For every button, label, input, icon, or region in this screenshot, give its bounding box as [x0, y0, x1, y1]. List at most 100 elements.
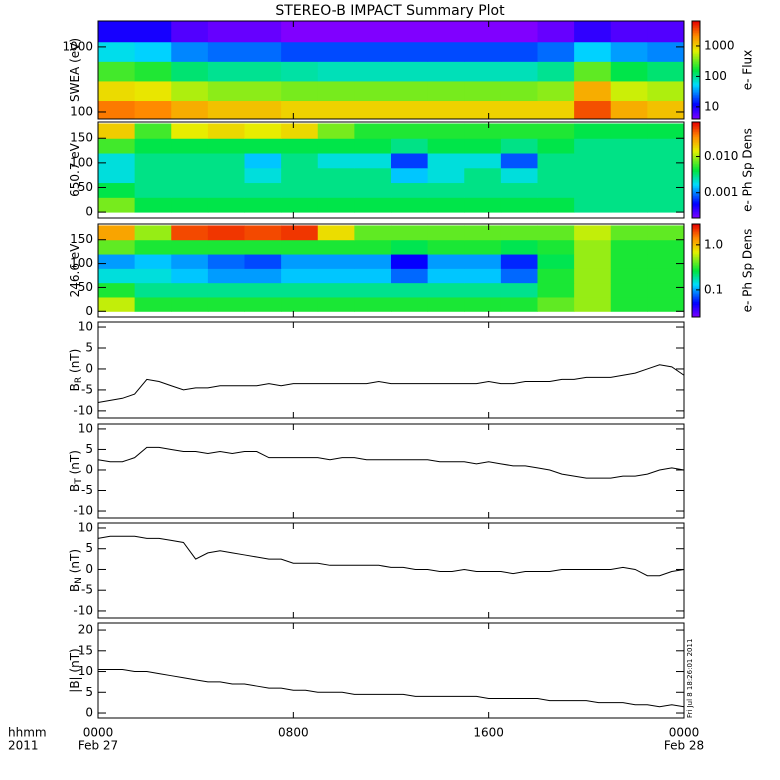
- y-tick-label: 5: [85, 541, 93, 555]
- colorbar-swatch: [692, 272, 700, 274]
- colorbar-swatch: [692, 307, 700, 310]
- heatmap-cell: [537, 254, 575, 269]
- colorbar-swatch: [692, 150, 700, 153]
- colorbar-swatch: [692, 53, 700, 56]
- y-tick-label: 1000: [62, 39, 93, 53]
- heatmap-cell: [610, 153, 648, 169]
- heatmap-cell: [500, 239, 538, 255]
- colorbar-swatch: [692, 284, 700, 287]
- colorbar-swatch: [692, 278, 700, 281]
- heatmap-cell: [464, 153, 502, 169]
- colorbar-swatch: [692, 21, 700, 24]
- heatmap-cell: [171, 296, 209, 312]
- heatmap-cell: [281, 153, 319, 169]
- colorbar-swatch: [692, 301, 700, 304]
- colorbar-swatch: [692, 115, 700, 118]
- heatmap-cell: [317, 225, 355, 241]
- x-tick-label: 0000: [83, 726, 114, 740]
- y-tick-label: 0: [85, 205, 93, 219]
- colorbar-swatch: [692, 190, 700, 193]
- heatmap-cell: [647, 254, 684, 269]
- heatmap-cell: [537, 153, 575, 169]
- heatmap-cell: [317, 153, 355, 169]
- heatmap-cell: [317, 282, 355, 298]
- y-axis-label: BN (nT): [68, 549, 84, 592]
- y-tick-label: 5: [85, 685, 93, 699]
- heatmap-cell: [427, 268, 465, 284]
- y-tick-label: 20: [78, 623, 93, 637]
- heatmap-cell: [610, 197, 648, 213]
- colorbar-swatch: [692, 205, 700, 208]
- heatmap-cell: [207, 167, 245, 184]
- heatmap-cell: [610, 167, 648, 184]
- heatmap-cell: [207, 61, 245, 82]
- heatmap-cell: [244, 182, 282, 198]
- colorbar-swatch: [692, 110, 700, 113]
- heatmap-cell: [134, 225, 172, 241]
- heatmap-cell: [98, 138, 136, 154]
- colorbar-swatch: [692, 66, 700, 69]
- heatmap-cell: [427, 100, 465, 120]
- heatmap-cell: [427, 239, 465, 255]
- colorbar-swatch: [692, 37, 700, 40]
- heatmap-cell: [464, 296, 502, 312]
- heatmap-cell: [537, 41, 575, 62]
- colorbar-swatch: [692, 255, 700, 257]
- colorbar-tick-label: 100: [704, 69, 727, 83]
- heatmap-cell: [98, 123, 136, 139]
- heatmap-cell: [207, 153, 245, 169]
- colorbar-tick-label: 0.1: [704, 282, 723, 296]
- y-axis-label: SWEA (eV): [68, 38, 82, 102]
- heatmap-cell: [98, 182, 136, 198]
- heatmap-cell: [354, 182, 392, 198]
- heatmap-cell: [574, 123, 612, 139]
- heatmap-cell: [134, 254, 172, 269]
- colorbar-swatch: [692, 216, 700, 219]
- heatmap-cell: [427, 153, 465, 169]
- plot-title: STEREO-B IMPACT Summary Plot: [275, 3, 505, 19]
- colorbar-swatch: [692, 282, 700, 285]
- colorbar-swatch: [692, 58, 700, 61]
- heatmap-cell: [354, 80, 392, 102]
- colorbar-swatch: [692, 173, 700, 176]
- colorbar-swatch: [692, 200, 700, 203]
- y-label-main: B: [68, 383, 82, 391]
- colorbar-swatch: [692, 84, 700, 87]
- heatmap-cell: [427, 296, 465, 312]
- colorbar-swatch: [692, 166, 700, 169]
- colorbar-swatch: [692, 211, 700, 214]
- heatmap-cell: [647, 268, 684, 284]
- colorbar-swatch: [692, 231, 700, 234]
- heatmap-cell: [317, 239, 355, 255]
- colorbar-swatch: [692, 259, 700, 262]
- heatmap-cell: [207, 268, 245, 284]
- heatmap-cell: [354, 239, 392, 255]
- heatmap-cell: [207, 182, 245, 198]
- y-axis-label: BT (nT): [68, 450, 84, 492]
- colorbar-swatch: [692, 306, 700, 309]
- heatmap-cell: [427, 282, 465, 298]
- heatmap-cell: [537, 21, 575, 43]
- colorbar-swatch: [692, 189, 700, 192]
- heatmap-cell: [354, 225, 392, 241]
- colorbar-label: e- Ph Sp Dens: [741, 128, 755, 212]
- colorbar-swatch: [692, 136, 700, 139]
- colorbar-swatch: [692, 91, 700, 94]
- colorbar-swatch: [692, 43, 700, 46]
- heatmap-cell: [537, 61, 575, 82]
- colorbar-swatch: [692, 170, 700, 172]
- colorbar-swatch: [692, 194, 700, 196]
- heatmap-cell: [207, 100, 245, 120]
- heatmap-cell: [391, 100, 429, 120]
- y-tick-label: 100: [70, 256, 93, 270]
- colorbar-swatch: [692, 128, 700, 131]
- heatmap-cell: [574, 167, 612, 184]
- heatmap-cell: [207, 254, 245, 269]
- heatmap-cell: [610, 182, 648, 198]
- colorbar-swatch: [692, 171, 700, 174]
- heatmap-cell: [98, 21, 136, 43]
- heatmap-cell: [244, 296, 282, 312]
- heatmap-cell: [574, 100, 612, 120]
- colorbar-swatch: [692, 233, 700, 236]
- heatmap-cell: [464, 239, 502, 255]
